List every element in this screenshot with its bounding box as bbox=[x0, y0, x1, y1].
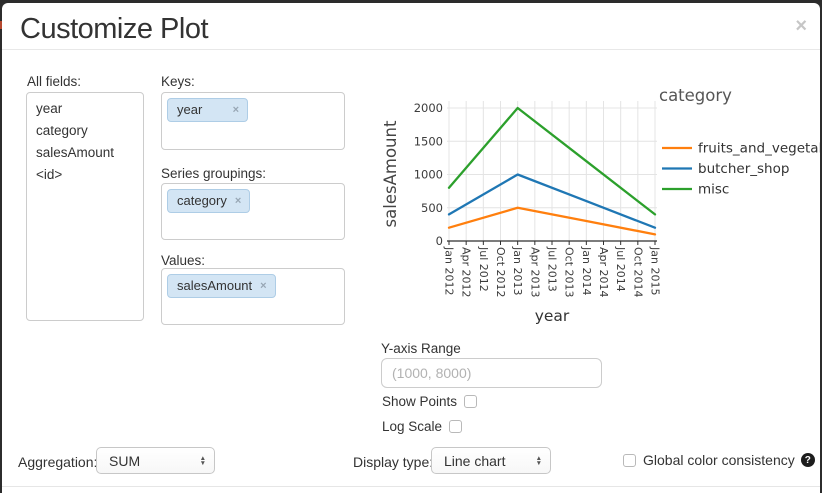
keys-label: Keys: bbox=[161, 74, 195, 89]
svg-text:year: year bbox=[535, 307, 570, 325]
svg-text:salesAmount: salesAmount bbox=[381, 120, 400, 227]
show-points-label: Show Points bbox=[382, 394, 458, 409]
footer-divider bbox=[2, 486, 820, 487]
header-divider bbox=[2, 49, 820, 50]
field-item[interactable]: category bbox=[36, 123, 88, 138]
remove-tag-icon[interactable]: × bbox=[234, 194, 242, 207]
log-scale-row: Log Scale bbox=[382, 419, 463, 434]
svg-text:butcher_shop: butcher_shop bbox=[698, 161, 789, 177]
series-groupings-dropzone[interactable]: category × bbox=[161, 183, 345, 240]
plot-preview: 0 500 1000 1500 2000 Jan 2012 Apr 2012 Jul 2012… bbox=[380, 63, 820, 339]
keys-dropzone[interactable]: year × bbox=[161, 92, 345, 150]
svg-text:Oct 2014: Oct 2014 bbox=[631, 247, 644, 298]
y-axis-range-input[interactable] bbox=[381, 358, 602, 388]
svg-text:Apr 2012: Apr 2012 bbox=[460, 247, 473, 298]
display-type-value: Line chart bbox=[444, 452, 506, 469]
global-color-row: Global color consistency ? bbox=[623, 452, 815, 468]
global-color-consistency-label: Global color consistency bbox=[643, 452, 795, 468]
backdrop-right-edge bbox=[820, 0, 822, 493]
svg-text:1000: 1000 bbox=[414, 168, 443, 182]
log-scale-label: Log Scale bbox=[382, 419, 443, 434]
values-dropzone[interactable]: salesAmount × bbox=[161, 268, 345, 325]
svg-text:Oct 2012: Oct 2012 bbox=[494, 247, 507, 298]
all-fields-listbox[interactable]: year category salesAmount <id> bbox=[26, 92, 144, 321]
svg-text:500: 500 bbox=[421, 201, 443, 215]
y-axis-range-label: Y-axis Range bbox=[381, 341, 461, 356]
backdrop-artifact bbox=[0, 21, 2, 29]
show-points-checkbox[interactable] bbox=[464, 395, 478, 408]
remove-tag-icon[interactable]: × bbox=[232, 103, 239, 116]
values-label: Values: bbox=[161, 253, 206, 268]
field-item[interactable]: <id> bbox=[36, 167, 63, 182]
select-stepper-icon: ▲ ▼ bbox=[199, 454, 206, 467]
customize-plot-dialog: Customize Plot × All fields: year categor… bbox=[2, 3, 820, 493]
log-scale-checkbox[interactable] bbox=[449, 420, 463, 433]
backdrop-top-edge bbox=[0, 0, 822, 3]
aggregation-select[interactable]: SUM ▲ ▼ bbox=[96, 447, 215, 474]
svg-text:2000: 2000 bbox=[414, 101, 443, 115]
dialog-title: Customize Plot bbox=[20, 13, 209, 45]
svg-text:Jul 2014: Jul 2014 bbox=[614, 246, 627, 292]
field-tag-label: salesAmount bbox=[177, 278, 253, 293]
remove-tag-icon[interactable]: × bbox=[260, 279, 267, 292]
field-tag[interactable]: year × bbox=[167, 98, 248, 122]
show-points-row: Show Points bbox=[382, 394, 478, 409]
field-tag[interactable]: salesAmount × bbox=[167, 274, 276, 298]
svg-text:Oct 2013: Oct 2013 bbox=[563, 247, 576, 298]
svg-text:Apr 2013: Apr 2013 bbox=[528, 247, 541, 298]
field-tag-label: year bbox=[177, 102, 203, 117]
global-color-consistency-checkbox[interactable] bbox=[623, 453, 636, 467]
svg-text:fruits_and_vegetables: fruits_and_vegetables bbox=[698, 141, 820, 157]
backdrop-left-edge bbox=[0, 0, 2, 493]
svg-text:0: 0 bbox=[436, 234, 443, 248]
svg-text:Jan 2013: Jan 2013 bbox=[511, 246, 524, 295]
svg-text:Jan 2012: Jan 2012 bbox=[443, 246, 456, 295]
select-stepper-icon: ▲ ▼ bbox=[535, 454, 542, 467]
series-groupings-label: Series groupings: bbox=[161, 166, 267, 181]
svg-text:Jan 2015: Jan 2015 bbox=[649, 246, 662, 295]
field-tag[interactable]: category × bbox=[167, 189, 251, 213]
svg-text:category: category bbox=[659, 86, 732, 105]
display-type-label: Display type: bbox=[353, 454, 434, 470]
field-tag-label: category bbox=[177, 193, 227, 208]
svg-text:Jul 2013: Jul 2013 bbox=[546, 246, 559, 292]
all-fields-label: All fields: bbox=[27, 74, 82, 89]
all-fields-list: year category salesAmount <id> bbox=[27, 93, 143, 191]
svg-text:Jul 2012: Jul 2012 bbox=[477, 246, 490, 292]
svg-text:1500: 1500 bbox=[414, 134, 443, 148]
aggregation-label: Aggregation: bbox=[18, 454, 98, 470]
line-chart-canvas: 0 500 1000 1500 2000 Jan 2012 Apr 2012 Jul 2012… bbox=[381, 86, 820, 325]
svg-text:Jan 2014: Jan 2014 bbox=[580, 246, 593, 295]
svg-text:misc: misc bbox=[698, 182, 729, 198]
aggregation-value: SUM bbox=[109, 452, 141, 469]
display-type-select[interactable]: Line chart ▲ ▼ bbox=[431, 447, 551, 474]
close-icon[interactable]: × bbox=[795, 15, 807, 37]
svg-text:Apr 2014: Apr 2014 bbox=[597, 247, 610, 298]
help-question-icon[interactable]: ? bbox=[800, 453, 815, 467]
field-item[interactable]: year bbox=[36, 101, 63, 116]
field-item[interactable]: salesAmount bbox=[36, 145, 115, 160]
